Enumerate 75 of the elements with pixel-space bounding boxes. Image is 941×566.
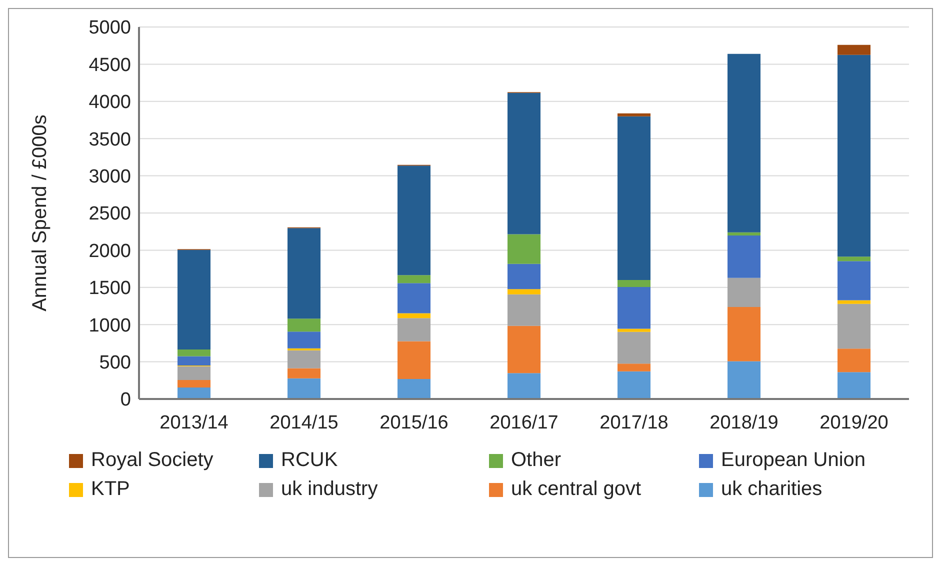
y-tick-label: 4000 xyxy=(88,92,131,114)
y-tick-label: 500 xyxy=(99,352,131,374)
bar xyxy=(618,332,650,364)
x-tick-label: 2019/20 xyxy=(820,412,888,434)
bar xyxy=(838,348,870,372)
y-tick-label: 2500 xyxy=(88,204,131,225)
legend-label: uk charities xyxy=(721,478,822,501)
bar xyxy=(618,280,650,288)
bar xyxy=(618,328,650,332)
bar xyxy=(728,306,760,362)
bar xyxy=(288,332,320,348)
bar xyxy=(508,92,540,234)
bar xyxy=(508,294,540,326)
bar xyxy=(508,264,540,290)
bar xyxy=(398,283,430,314)
bar xyxy=(178,387,210,399)
bar xyxy=(838,44,870,55)
bar xyxy=(398,166,430,276)
y-tick-label: 0 xyxy=(120,390,131,411)
bar xyxy=(508,373,540,399)
legend-label: Other xyxy=(511,449,562,472)
y-axis-title: Annual Spend / £000s xyxy=(29,114,52,312)
bar xyxy=(838,304,870,349)
bar xyxy=(728,361,760,399)
bar xyxy=(398,341,430,380)
y-tick-label: 1000 xyxy=(88,315,131,336)
bar xyxy=(728,236,760,278)
y-tick-label: 1500 xyxy=(88,278,131,300)
legend-label: European Union xyxy=(721,449,866,472)
bar xyxy=(618,116,650,280)
bar xyxy=(508,234,540,264)
bar xyxy=(728,278,760,307)
bar xyxy=(178,366,210,380)
bar xyxy=(178,356,210,366)
y-tick-label: 2000 xyxy=(88,240,131,262)
bar xyxy=(728,54,760,232)
legend-label: uk central govt xyxy=(511,478,642,501)
x-tick-label: 2016/17 xyxy=(490,412,558,434)
bar xyxy=(618,113,650,116)
bar xyxy=(838,372,870,399)
bar xyxy=(178,250,210,350)
bar xyxy=(288,378,320,399)
bar xyxy=(178,380,210,388)
legend-label: Royal Society xyxy=(91,449,214,472)
x-tick-label: 2014/15 xyxy=(270,412,338,434)
bar xyxy=(398,275,430,284)
x-tick-label: 2018/19 xyxy=(710,412,778,434)
bar xyxy=(178,350,210,356)
bar xyxy=(618,287,650,329)
legend-label: KTP xyxy=(91,478,130,501)
bar xyxy=(838,261,870,300)
x-tick-label: 2017/18 xyxy=(600,412,668,434)
bar xyxy=(618,364,650,372)
bar xyxy=(838,256,870,262)
y-tick-label: 3500 xyxy=(88,129,131,150)
bar xyxy=(288,350,320,368)
bar xyxy=(838,300,870,304)
bar xyxy=(288,228,320,319)
bar xyxy=(508,326,540,374)
y-tick-label: 4500 xyxy=(88,54,131,76)
bar xyxy=(398,379,430,399)
bar xyxy=(508,289,540,294)
bar xyxy=(728,232,760,236)
y-tick-label: 3000 xyxy=(88,166,131,188)
x-tick-label: 2015/16 xyxy=(380,412,448,434)
bar xyxy=(288,368,320,378)
x-tick-label: 2013/14 xyxy=(160,412,229,434)
legend-label: RCUK xyxy=(281,449,338,472)
legend-label: uk industry xyxy=(281,478,378,501)
y-tick-label: 5000 xyxy=(88,18,131,39)
bar xyxy=(398,313,430,318)
bar xyxy=(288,318,320,332)
bar xyxy=(398,318,430,342)
bar xyxy=(838,54,870,257)
bar xyxy=(618,371,650,399)
